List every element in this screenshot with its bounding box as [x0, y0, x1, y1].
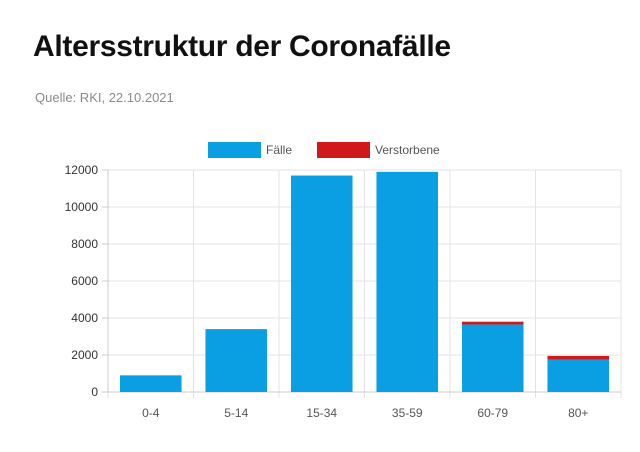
- x-tick-label: 35-59: [392, 406, 423, 420]
- chart-source: Quelle: RKI, 22.10.2021: [35, 90, 174, 105]
- bars: [119, 171, 610, 392]
- grid-lines: [107, 169, 622, 398]
- legend-label: Fälle: [266, 143, 292, 157]
- bar-faelle: [290, 175, 353, 392]
- y-axis: 0 2000 4000 6000 8000 10000 12000: [65, 163, 109, 399]
- x-axis: 0-4 5-14 15-34 35-59 60-79 80+: [108, 391, 621, 420]
- bar-faelle: [205, 329, 268, 392]
- y-tick-label: 12000: [65, 163, 99, 177]
- y-tick-label: 6000: [71, 274, 98, 288]
- legend: Fälle Verstorbene: [208, 142, 440, 158]
- x-tick-label: 15-34: [306, 406, 337, 420]
- y-tick-label: 10000: [65, 200, 99, 214]
- bar-verstorbene: [547, 355, 610, 360]
- y-tick-label: 2000: [71, 348, 98, 362]
- x-tick-label: 5-14: [224, 406, 248, 420]
- x-tick-label: 0-4: [142, 406, 160, 420]
- bar-verstorbene: [461, 321, 524, 325]
- chart-title: Altersstruktur der Coronafälle: [33, 30, 451, 63]
- bar-faelle: [119, 375, 182, 392]
- bar-faelle: [547, 359, 610, 392]
- x-tick-label: 60-79: [477, 406, 508, 420]
- bar-faelle: [461, 324, 524, 392]
- legend-swatch: [208, 142, 261, 158]
- y-tick-label: 4000: [71, 311, 98, 325]
- x-tick-label: 80+: [568, 406, 588, 420]
- bar-faelle: [376, 171, 439, 392]
- y-tick-label: 8000: [71, 237, 98, 251]
- legend-swatch: [317, 142, 370, 158]
- legend-label: Verstorbene: [375, 143, 440, 157]
- y-tick-label: 0: [91, 385, 98, 399]
